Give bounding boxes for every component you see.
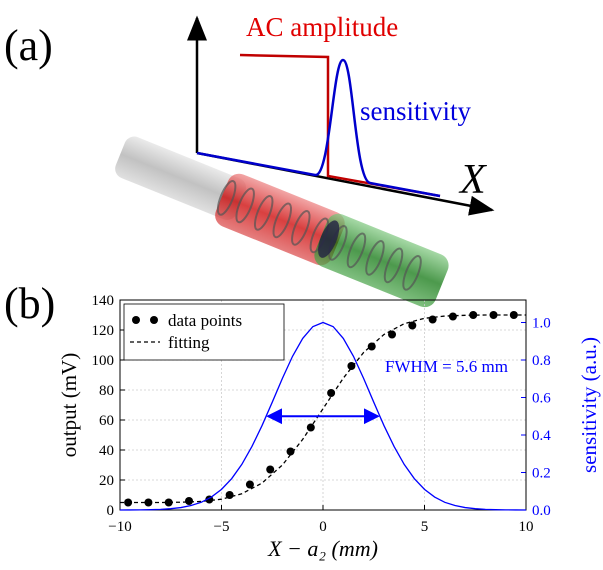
x-tick-label: 5 — [421, 519, 429, 535]
data-point — [469, 311, 478, 319]
y-tick-label: 40 — [99, 443, 114, 459]
y-tick-label: 80 — [99, 383, 114, 399]
panel-label: (a) — [4, 21, 53, 70]
data-point — [347, 362, 356, 370]
panel-label: (b) — [4, 279, 55, 328]
data-point — [164, 498, 173, 507]
sensitivity-curve — [119, 321, 527, 511]
y-tick-label: 20 — [99, 473, 114, 489]
data-point — [266, 465, 275, 474]
sensor — [318, 220, 340, 258]
data-point — [286, 447, 295, 456]
x-tick-label: 0 — [319, 519, 327, 535]
y-tick-label: 120 — [92, 323, 115, 339]
fit-line — [120, 314, 526, 504]
y-tick-label: 0 — [107, 503, 115, 519]
y2-tick-label: 1.0 — [532, 316, 551, 332]
cylinder-red — [215, 173, 345, 266]
legend-label: data points — [168, 311, 242, 330]
fwhm-label: FWHM = 5.6 mm — [385, 357, 508, 376]
sensitivity-peak — [196, 58, 441, 198]
y-axis-label: output (mV) — [57, 353, 81, 457]
y-tick-label: 100 — [92, 353, 115, 369]
data-point — [448, 312, 457, 321]
x-tick-label: −10 — [108, 519, 131, 535]
y2-tick-label: 0.8 — [532, 353, 551, 369]
data-point — [388, 330, 397, 339]
y2-tick-label: 0.4 — [532, 428, 551, 444]
data-point — [408, 321, 417, 330]
y2-tick-label: 0.0 — [532, 503, 551, 519]
legend-box — [123, 303, 285, 361]
axis-label: X — [458, 157, 488, 203]
legend-marker — [150, 316, 158, 324]
data-point — [245, 480, 254, 489]
y2-tick-label: 0.2 — [532, 466, 551, 482]
legend-label: fitting — [168, 333, 210, 352]
data-point — [367, 342, 376, 351]
plot-frame — [119, 299, 527, 511]
y-tick-label: 140 — [92, 293, 115, 309]
cylinder-gray — [115, 136, 247, 220]
legend-marker — [132, 316, 140, 324]
x-axis-label: X − a₂ (mm) — [267, 536, 378, 561]
y2-tick-label: 0.6 — [532, 391, 551, 407]
x-tick-label: −5 — [214, 519, 230, 535]
x-tick-label: 10 — [519, 519, 534, 535]
sensitivity-label: sensitivity — [360, 96, 472, 126]
y2-axis-label: sensitivity (a.u.) — [577, 337, 601, 473]
amplitude-label: AC amplitude — [246, 12, 398, 42]
data-point — [185, 497, 194, 505]
y-tick-label: 60 — [99, 413, 114, 429]
data-point — [327, 389, 336, 397]
coil-diagram — [115, 136, 449, 308]
